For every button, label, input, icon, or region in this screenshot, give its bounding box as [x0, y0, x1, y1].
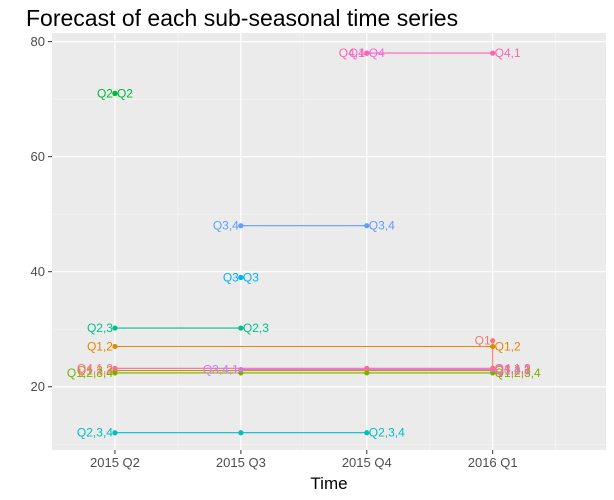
data-point — [364, 365, 370, 371]
plot-panel — [52, 33, 606, 450]
point-label: Q3,4 — [369, 219, 395, 233]
point-label: Q3,4,1 — [203, 362, 239, 376]
data-point — [238, 223, 244, 229]
point-label: Q3 — [223, 270, 239, 284]
point-label: Q3,4 — [213, 219, 239, 233]
data-point — [364, 223, 370, 229]
data-point — [490, 365, 496, 371]
chart-title: Forecast of each sub-seasonal time serie… — [26, 5, 459, 31]
data-point — [238, 430, 244, 436]
y-tick-label: 20 — [31, 379, 45, 394]
point-label: Q2 — [97, 86, 113, 100]
x-axis: 2015 Q2 2015 Q3 2015 Q4 2016 Q1 — [90, 450, 518, 470]
x-axis-title: Time — [310, 474, 347, 493]
data-point — [238, 274, 244, 281]
data-point — [490, 338, 496, 344]
y-tick-label: 80 — [31, 34, 45, 49]
grid-major — [52, 33, 606, 450]
point-label: Q2,3 — [87, 321, 113, 335]
data-point — [112, 430, 118, 436]
y-tick-label: 40 — [31, 264, 45, 279]
data-point — [490, 50, 496, 56]
grid-minor — [52, 33, 606, 450]
point-label: Q1,2,3 — [495, 364, 531, 378]
y-axis: 20 40 60 80 — [31, 34, 52, 394]
x-tick-label: 2015 Q4 — [342, 455, 392, 470]
data-point — [112, 370, 118, 376]
data-point — [112, 343, 118, 350]
data-point — [490, 343, 496, 350]
point-label: Q1,2,3 — [77, 364, 113, 378]
point-label: Q4,1 — [339, 46, 365, 60]
point-label: Q4 — [369, 46, 385, 60]
data-point — [238, 325, 244, 331]
point-label: Q2,3 — [243, 321, 269, 335]
y-tick-label: 60 — [31, 149, 45, 164]
point-label: Q4,1 — [495, 46, 521, 60]
point-label: Q2,3,4 — [369, 426, 405, 440]
point-label: Q2 — [117, 86, 133, 100]
point-label: Q2,3,4 — [77, 426, 113, 440]
data-point — [112, 325, 118, 331]
x-tick-label: 2015 Q3 — [216, 455, 266, 470]
point-label: Q1,2,3,4 — [495, 366, 541, 380]
point-label: Q1,2 — [87, 339, 113, 353]
data-point — [364, 50, 370, 56]
data-point — [364, 430, 370, 436]
point-label: Q3,4,1 — [495, 362, 531, 376]
x-tick-label: 2016 Q1 — [468, 455, 518, 470]
data-point — [112, 90, 118, 96]
data-point — [238, 366, 244, 373]
point-label: Q1,2 — [495, 339, 521, 353]
point-label: Q3 — [243, 270, 259, 284]
data-point — [364, 370, 370, 376]
point-label: Q1,2,3,4 — [67, 366, 113, 380]
point-label: Q1 — [475, 334, 491, 348]
point-label: Q4 — [349, 46, 365, 60]
point-label: Q4,1,2 — [77, 361, 113, 375]
series-layer — [112, 50, 496, 436]
point-label: Q4,1,2 — [495, 361, 531, 375]
data-point — [112, 365, 118, 371]
x-tick-label: 2015 Q2 — [90, 455, 140, 470]
point-label: Q4,1,2 — [495, 361, 531, 375]
